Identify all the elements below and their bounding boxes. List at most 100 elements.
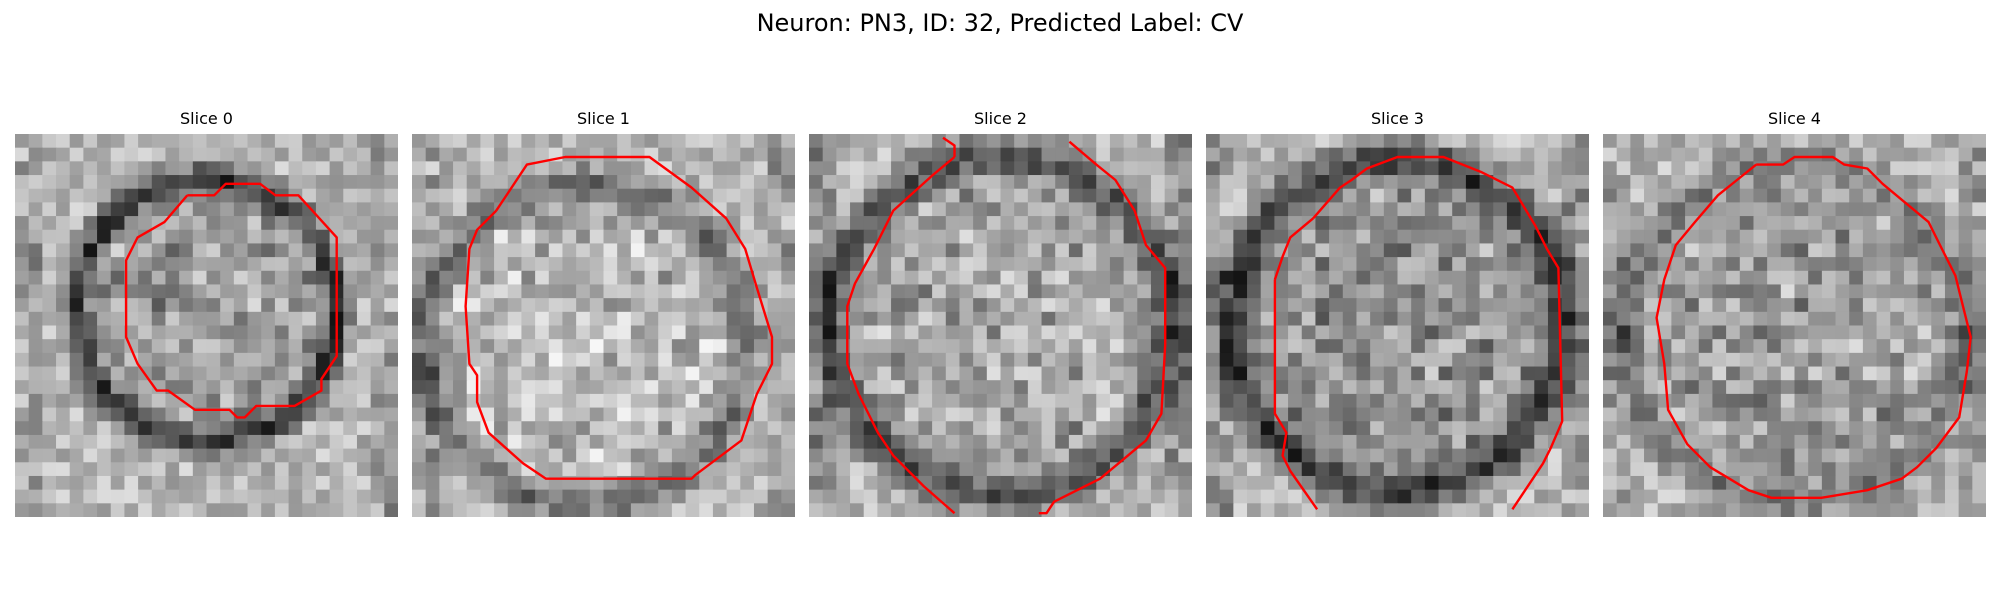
pixel — [1260, 434, 1275, 450]
pixel — [1876, 298, 1891, 313]
pixel — [836, 161, 851, 176]
pixel — [1164, 503, 1179, 517]
pixel — [1944, 216, 1960, 231]
pixel — [1329, 407, 1344, 422]
pixel — [1288, 448, 1303, 463]
pixel — [1465, 421, 1481, 436]
pixel — [863, 380, 878, 395]
pixel — [1123, 243, 1138, 258]
pixel — [1411, 475, 1426, 491]
pixel — [1493, 325, 1508, 340]
pixel — [932, 202, 947, 217]
pixel — [247, 325, 262, 340]
pixel — [1342, 421, 1358, 436]
pixel — [959, 216, 974, 231]
pixel — [617, 311, 632, 327]
pixel — [384, 380, 398, 395]
pixel — [1575, 257, 1589, 272]
pixel — [466, 134, 481, 149]
pixel — [1274, 503, 1289, 517]
pixel — [1397, 298, 1412, 313]
pixel — [110, 284, 126, 299]
pixel — [1370, 352, 1385, 368]
pixel — [891, 257, 906, 272]
pixel — [617, 270, 632, 286]
pixel — [1150, 489, 1166, 504]
pixel — [562, 243, 577, 258]
pixel — [356, 257, 372, 272]
pixel — [343, 489, 358, 504]
pixel — [1137, 421, 1152, 436]
pixel — [1726, 284, 1741, 299]
pixel — [356, 243, 372, 258]
pixel — [726, 161, 741, 176]
pixel — [1465, 325, 1481, 340]
pixel — [192, 421, 208, 436]
pixel — [1671, 393, 1686, 409]
pixel — [56, 147, 71, 162]
pixel — [1493, 462, 1508, 477]
pixel — [685, 161, 700, 176]
pixel — [97, 284, 112, 299]
pixel — [1726, 243, 1741, 258]
pixel — [1288, 188, 1303, 203]
pixel — [1890, 257, 1905, 272]
pixel — [1000, 489, 1015, 504]
pixel — [1014, 257, 1029, 272]
pixel — [1712, 462, 1727, 477]
pixel — [877, 188, 892, 203]
pixel — [1288, 216, 1303, 231]
pixel — [42, 243, 57, 258]
pixel — [1452, 298, 1467, 313]
pixel — [1356, 489, 1371, 504]
pixel — [494, 393, 509, 409]
pixel — [1260, 448, 1275, 463]
pixel — [494, 352, 509, 368]
pixel — [1835, 325, 1850, 340]
pixel — [494, 407, 509, 422]
pixel — [712, 311, 728, 327]
pixel — [863, 216, 878, 231]
pixel — [877, 407, 892, 422]
pixel — [453, 407, 468, 422]
pixel — [1150, 352, 1166, 368]
pixel — [1438, 257, 1453, 272]
pixel — [1644, 229, 1659, 245]
pixel — [233, 380, 249, 395]
pixel — [1096, 380, 1111, 395]
pixel — [1547, 325, 1563, 340]
pixel — [1739, 243, 1755, 258]
pixel — [1972, 229, 1986, 245]
pixel — [1411, 298, 1426, 313]
pixel — [535, 325, 550, 340]
pixel — [644, 243, 659, 258]
pixel — [1972, 339, 1986, 354]
pixel — [986, 311, 1002, 327]
pixel — [1288, 298, 1303, 313]
pixel — [110, 489, 126, 504]
pixel — [1671, 448, 1686, 463]
pixel — [740, 380, 755, 395]
pixel — [1698, 243, 1714, 258]
pixel — [69, 270, 84, 286]
pixel — [356, 462, 372, 477]
pixel — [507, 270, 523, 286]
pixel — [1671, 325, 1686, 340]
pixel — [329, 434, 344, 450]
pixel — [1808, 311, 1823, 327]
pixel — [1520, 352, 1535, 368]
pixel — [562, 434, 577, 450]
pixel — [261, 393, 276, 409]
pixel — [863, 489, 878, 504]
pixel — [288, 134, 303, 149]
pixel — [1931, 448, 1946, 463]
pixel — [1219, 325, 1234, 340]
pixel — [1575, 202, 1589, 217]
pixel — [69, 475, 84, 491]
pixel — [904, 188, 920, 203]
pixel — [767, 462, 782, 477]
pixel — [548, 462, 564, 477]
pixel — [1958, 407, 1973, 422]
pixel — [1438, 134, 1453, 149]
pixel — [671, 489, 687, 504]
